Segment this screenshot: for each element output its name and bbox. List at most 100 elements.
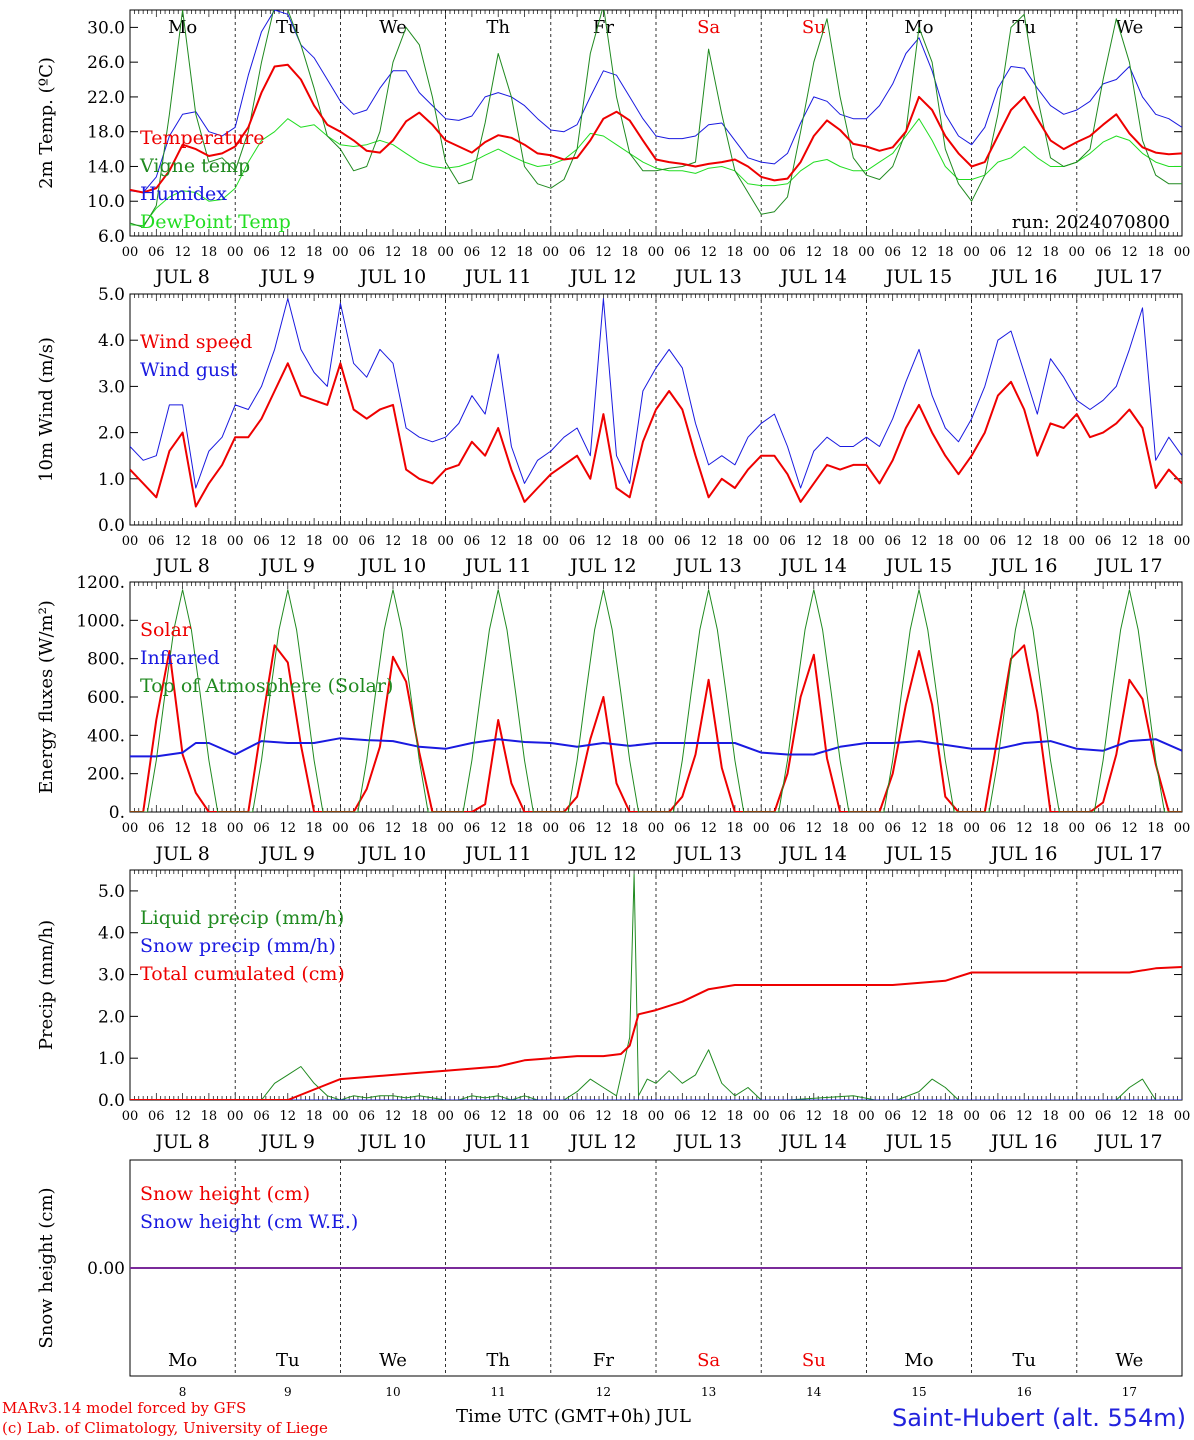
x-hour-label: 06	[569, 245, 586, 260]
panel-3: 0. 200. 400. 600. 800. 1000. 1200. Energy fluxe…	[36, 573, 1190, 865]
x-day-label: JUL 13	[673, 266, 741, 288]
legend-entry: Wind gust	[140, 359, 238, 381]
y-tick-label: 18.0	[87, 123, 125, 143]
x-hour-label: 18	[1147, 1109, 1164, 1124]
x-hour-label: 06	[884, 245, 901, 260]
x-hour-label: 06	[464, 1109, 481, 1124]
y-axis-label: Snow height (cm)	[36, 1187, 57, 1348]
x-hour-label: 06	[779, 821, 796, 836]
x-hour-label: 00	[648, 534, 665, 549]
x-day-label: JUL 8	[153, 266, 209, 288]
x-day-label: JUL 14	[779, 555, 847, 577]
x-hour-label: 00	[1174, 1109, 1191, 1124]
weekday-label: Mo	[168, 17, 197, 38]
x-hour-label: 18	[516, 534, 533, 549]
x-hour-label: 18	[411, 534, 428, 549]
x-hour-label: 06	[1095, 245, 1112, 260]
x-hour-label: 00	[437, 821, 454, 836]
x-date-label: 8	[179, 1385, 187, 1399]
x-hour-label: 06	[990, 1109, 1007, 1124]
x-date-label: 11	[491, 1385, 506, 1399]
x-hour-label: 06	[464, 245, 481, 260]
x-hour-label: 12	[1016, 245, 1033, 260]
x-hour-label: 18	[832, 1109, 849, 1124]
x-hour-label: 18	[1042, 821, 1059, 836]
legend-entry: Liquid precip (mm/h)	[140, 907, 344, 929]
x-hour-label: 18	[937, 821, 954, 836]
y-tick-label: 10.0	[87, 192, 125, 212]
x-hour-label: 12	[595, 1109, 612, 1124]
weekday-label: Mo	[904, 1350, 933, 1371]
x-hour-label: 00	[858, 1109, 875, 1124]
y-axis-label: Energy fluxes (W/m²)	[36, 600, 57, 794]
x-hour-label: 06	[1095, 821, 1112, 836]
x-day-label: JUL 17	[1094, 266, 1162, 288]
x-hour-label: 00	[1174, 821, 1191, 836]
x-hour-label: 06	[779, 534, 796, 549]
x-hour-label: 00	[437, 534, 454, 549]
x-hour-label: 12	[700, 1109, 717, 1124]
x-hour-label: 18	[621, 245, 638, 260]
weekday-label: We	[1116, 1350, 1144, 1371]
x-hour-label: 00	[227, 1109, 244, 1124]
x-day-label: JUL 17	[1094, 843, 1162, 865]
weekday-label: We	[379, 1350, 407, 1371]
weekday-label: Su	[802, 17, 826, 38]
x-day-label: JUL 10	[358, 1131, 426, 1153]
y-tick-label: 6.0	[98, 227, 125, 247]
x-hour-label: 12	[911, 1109, 928, 1124]
y-tick-label: 3.0	[98, 377, 125, 397]
x-hour-label: 12	[385, 245, 402, 260]
x-day-label: JUL 16	[989, 555, 1057, 577]
y-tick-label: 5.0	[98, 882, 125, 902]
x-hour-label: 18	[516, 821, 533, 836]
x-hour-label: 12	[174, 821, 191, 836]
x-hour-label: 00	[753, 821, 770, 836]
x-hour-label: 06	[884, 821, 901, 836]
x-hour-label: 18	[727, 821, 744, 836]
x-hour-label: 12	[700, 245, 717, 260]
x-hour-label: 18	[1042, 1109, 1059, 1124]
station-name: Saint-Hubert (alt. 554m)	[891, 1404, 1186, 1432]
x-hour-label: 12	[280, 1109, 297, 1124]
x-hour-label: 00	[122, 534, 139, 549]
x-hour-label: 06	[674, 245, 691, 260]
x-hour-label: 18	[832, 534, 849, 549]
x-hour-label: 06	[148, 245, 165, 260]
x-hour-label: 12	[280, 534, 297, 549]
run-label: run: 2024070800	[1012, 212, 1170, 233]
x-hour-label: 06	[569, 534, 586, 549]
x-hour-label: 06	[464, 821, 481, 836]
x-date-label: 12	[596, 1385, 611, 1399]
x-hour-label: 12	[385, 821, 402, 836]
y-tick-label: 0.0	[98, 1091, 125, 1111]
x-hour-label: 00	[963, 245, 980, 260]
x-hour-label: 12	[385, 534, 402, 549]
x-hour-label: 18	[937, 534, 954, 549]
legend-entry: Snow height (cm W.E.)	[140, 1211, 358, 1233]
x-hour-label: 00	[963, 1109, 980, 1124]
x-date-label: 16	[1017, 1385, 1032, 1399]
x-hour-label: 00	[227, 821, 244, 836]
x-hour-label: 06	[674, 534, 691, 549]
weekday-label: Mo	[168, 1350, 197, 1371]
x-hour-label: 00	[543, 821, 560, 836]
x-hour-label: 12	[700, 534, 717, 549]
x-hour-label: 12	[385, 1109, 402, 1124]
x-hour-label: 00	[332, 534, 349, 549]
x-hour-label: 00	[858, 821, 875, 836]
x-hour-label: 12	[490, 245, 507, 260]
x-hour-label: 06	[253, 534, 270, 549]
x-hour-label: 18	[411, 1109, 428, 1124]
x-hour-label: 00	[1069, 534, 1086, 549]
series-line-temperature	[130, 63, 1182, 194]
x-day-label: JUL 17	[1094, 555, 1162, 577]
x-day-label: JUL 12	[568, 1131, 636, 1153]
x-hour-label: 06	[148, 821, 165, 836]
legend-entry: Infrared	[140, 647, 220, 669]
x-hour-label: 12	[911, 534, 928, 549]
x-hour-label: 00	[1174, 534, 1191, 549]
panel-4: 0.0 1.0 2.0 3.0 4.0 5.0 Precip (mm/h) 00 06 12 18 0…	[36, 869, 1191, 1153]
x-hour-label: 00	[122, 245, 139, 260]
x-day-label: JUL 10	[358, 555, 426, 577]
